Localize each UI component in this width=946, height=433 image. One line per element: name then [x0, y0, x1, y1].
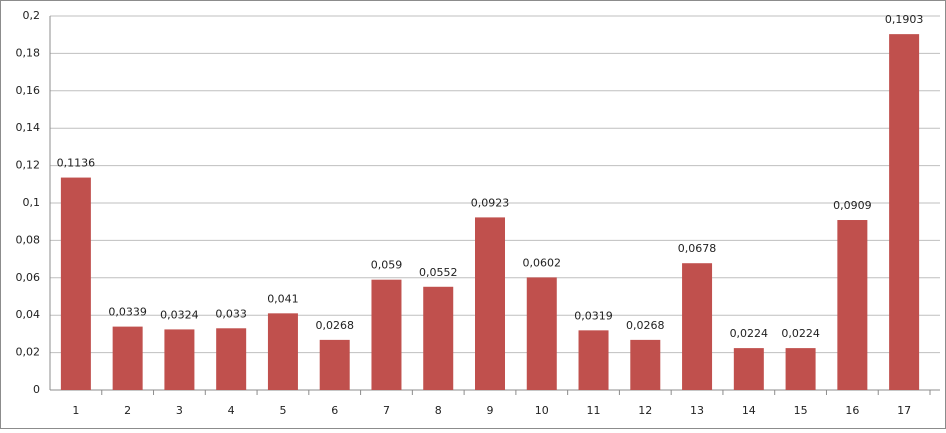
x-tick-label: 7	[383, 404, 390, 417]
x-tick-label: 15	[794, 404, 808, 417]
bar	[578, 330, 609, 390]
y-tick-label: 0,1	[23, 196, 41, 209]
bar	[319, 339, 350, 390]
bar	[60, 177, 91, 390]
value-label: 0,0678	[678, 242, 717, 255]
bar	[682, 263, 713, 390]
x-tick-label: 13	[690, 404, 704, 417]
bar	[112, 326, 143, 390]
y-tick-label: 0,18	[16, 46, 41, 59]
bar	[423, 286, 454, 390]
x-tick-label: 14	[742, 404, 756, 417]
y-tick-label: 0,16	[16, 84, 41, 97]
y-tick-label: 0,08	[16, 233, 41, 246]
value-label: 0,0909	[833, 199, 872, 212]
x-tick-label: 6	[331, 404, 338, 417]
value-label: 0,0224	[730, 327, 769, 340]
bar	[630, 339, 661, 390]
y-tick-label: 0,14	[16, 121, 41, 134]
value-label: 0,0319	[574, 309, 613, 322]
x-tick-label: 11	[587, 404, 601, 417]
bar	[837, 220, 868, 390]
bar	[526, 277, 557, 390]
value-label: 0,0339	[108, 306, 147, 319]
x-tick-label: 1	[72, 404, 79, 417]
value-label: 0,0552	[419, 266, 458, 279]
value-label: 0,0602	[523, 256, 562, 269]
x-tick-label: 9	[487, 404, 494, 417]
value-label: 0,041	[267, 292, 299, 305]
bar	[164, 329, 195, 390]
bar	[889, 34, 920, 390]
x-tick-label: 4	[228, 404, 235, 417]
y-tick-label: 0,12	[16, 159, 41, 172]
x-tick-label: 5	[279, 404, 286, 417]
x-tick-label: 8	[435, 404, 442, 417]
value-label: 0,0268	[626, 319, 665, 332]
y-tick-label: 0	[33, 383, 40, 396]
value-label: 0,0324	[160, 308, 199, 321]
y-tick-label: 0,06	[16, 271, 41, 284]
x-tick-label: 16	[845, 404, 859, 417]
value-label: 0,059	[371, 259, 403, 272]
x-tick-label: 2	[124, 404, 131, 417]
bar	[733, 348, 764, 390]
bar	[216, 328, 247, 390]
value-label: 0,1903	[885, 13, 924, 26]
bar	[267, 313, 298, 390]
y-tick-label: 0,04	[16, 308, 41, 321]
y-tick-label: 0,2	[23, 9, 41, 22]
bar	[371, 279, 402, 390]
value-label: 0,0224	[781, 327, 820, 340]
x-tick-label: 3	[176, 404, 183, 417]
bar	[785, 348, 816, 390]
value-label: 0,1136	[57, 157, 96, 170]
value-label: 0,0923	[471, 196, 510, 209]
y-tick-label: 0,02	[16, 346, 41, 359]
x-tick-label: 10	[535, 404, 549, 417]
x-tick-label: 12	[638, 404, 652, 417]
value-label: 0,033	[215, 307, 247, 320]
value-label: 0,0268	[315, 319, 354, 332]
x-tick-label: 17	[897, 404, 911, 417]
bar	[475, 217, 505, 390]
